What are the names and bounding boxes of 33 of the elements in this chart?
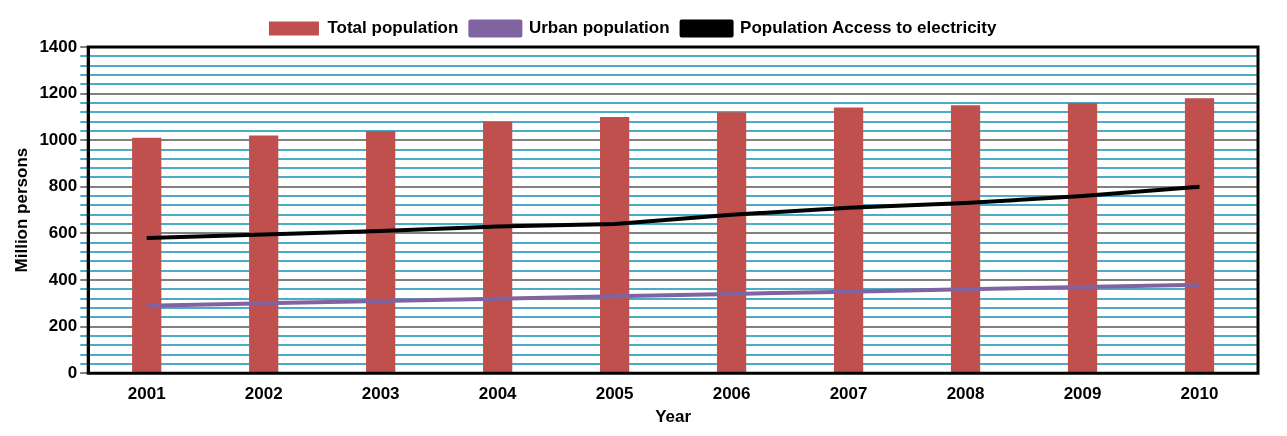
y-tick-label: 0 (67, 362, 78, 382)
y-tick-label: 400 (48, 269, 78, 289)
bar (249, 135, 279, 373)
x-tick-label: 2005 (595, 384, 634, 404)
legend-label: Population Access to electricity (740, 18, 997, 38)
y-tick-label: 1200 (39, 83, 78, 103)
bar (483, 121, 513, 373)
bar (1184, 98, 1215, 373)
x-axis-title: Year (655, 407, 692, 427)
y-tick-label: 200 (48, 316, 78, 336)
y-axis-title: Million persons (11, 147, 31, 273)
x-tick-label: 2002 (244, 384, 283, 404)
legend-label: Total population (327, 18, 459, 38)
x-tick-label: 2001 (127, 384, 166, 404)
legend-label: Urban population (528, 18, 670, 38)
bar (366, 130, 396, 373)
x-tick-label: 2007 (829, 384, 868, 404)
x-tick-label: 2009 (1063, 384, 1102, 404)
bar (1067, 102, 1098, 373)
x-tick-label: 2003 (361, 384, 400, 404)
bar (716, 112, 747, 373)
y-tick-label: 1000 (39, 129, 78, 149)
x-tick-label: 2008 (946, 384, 985, 404)
x-tick-label: 2004 (478, 384, 518, 404)
bar (600, 116, 630, 373)
bar (132, 137, 162, 373)
bar (833, 107, 864, 373)
y-tick-label: 800 (48, 176, 78, 196)
y-tick-label: 1400 (39, 36, 78, 56)
x-tick-label: 2006 (712, 384, 751, 404)
bar (950, 105, 981, 373)
x-tick-label: 2010 (1180, 384, 1219, 404)
y-tick-label: 600 (48, 223, 78, 243)
